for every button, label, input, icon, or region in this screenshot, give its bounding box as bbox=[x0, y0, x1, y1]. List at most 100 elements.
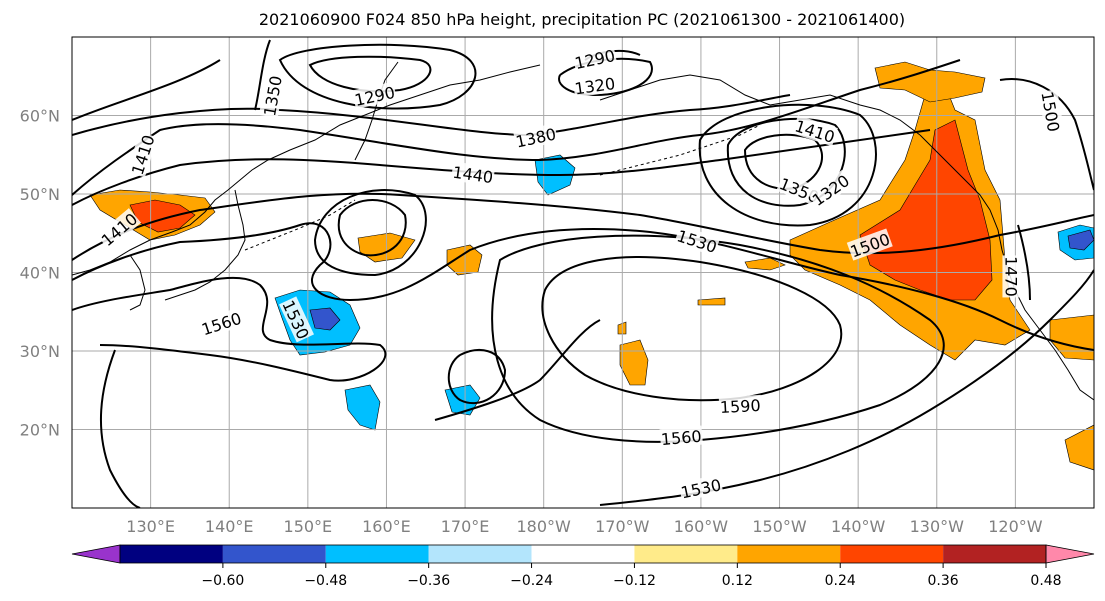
colorbar-frame bbox=[119, 544, 1047, 564]
contour-1350-west bbox=[254, 39, 271, 111]
contour-label: 1380 bbox=[513, 123, 559, 151]
x-tick-label: 150°W bbox=[752, 517, 807, 536]
contour-label: 1440 bbox=[450, 161, 496, 187]
map-frame bbox=[71, 36, 1095, 509]
colorbar-extend-low bbox=[71, 544, 121, 564]
colorbar-swatch bbox=[737, 545, 841, 563]
map-area: 1290135012901320138014401410141014101350… bbox=[72, 37, 1094, 508]
contour-1530 bbox=[72, 222, 1094, 351]
contour-low-okhotsk-outer bbox=[278, 43, 477, 110]
contour-label-text: 1290 bbox=[353, 83, 397, 110]
contour-label-bg bbox=[279, 296, 314, 343]
contour-label-bg bbox=[352, 81, 398, 110]
contour-1560-south bbox=[491, 234, 945, 443]
figure-title: 2021060900 F024 850 hPa height, precipit… bbox=[259, 10, 905, 29]
coastline-asia-mainland bbox=[72, 64, 541, 276]
y-tick-labels: 20°N 30°N 40°N 50°N 60°N bbox=[20, 107, 60, 440]
contour-label-bg bbox=[513, 123, 559, 151]
y-tick-label: 40°N bbox=[20, 264, 60, 283]
colorbar-tick-label: 0.48 bbox=[1030, 573, 1061, 589]
colorbar-tick-label: −0.48 bbox=[304, 573, 347, 589]
contour-label: 1350 bbox=[258, 73, 286, 119]
contour-label-bg bbox=[1038, 89, 1065, 134]
y-tick-label: 50°N bbox=[20, 185, 60, 204]
colorbar-swatch bbox=[943, 545, 1046, 563]
colorbar-swatch bbox=[428, 545, 532, 563]
contour-label-bg bbox=[846, 228, 893, 261]
contour-label-text: 1410 bbox=[792, 116, 837, 147]
contour-1470-cutoff bbox=[337, 199, 407, 257]
contour-label-text: 1560 bbox=[199, 309, 244, 340]
contour-label-text: 1530 bbox=[675, 226, 720, 257]
colorbar-tick-label: −0.24 bbox=[510, 573, 553, 589]
contour-label-bg bbox=[718, 394, 762, 417]
contour-label-text: 1290 bbox=[573, 46, 617, 73]
contour-label: 1290 bbox=[352, 81, 398, 110]
colorbar-tick-label: 0.24 bbox=[825, 573, 856, 589]
positive-area-subtropical-3 bbox=[697, 297, 726, 306]
contour-1500-north-america bbox=[999, 78, 1094, 191]
colorbar-tick-label: 0.36 bbox=[928, 573, 959, 589]
contour-low-okhotsk-inner bbox=[308, 55, 432, 93]
positive-area-hawaii-north bbox=[744, 257, 786, 271]
colorbar: −0.60 −0.48 −0.36 −0.24 −0.12 0.12 0.24 0.36 0.4… bbox=[71, 544, 1095, 589]
coastline-japan bbox=[164, 189, 246, 301]
contour-label-text: 1560 bbox=[660, 427, 702, 449]
negative-area-subtropical-west bbox=[344, 384, 381, 431]
x-tick-labels: 130°E 140°E 150°E 160°E 170°E 180°W 170°W 160°W… bbox=[126, 517, 1042, 536]
colorbar-tick-label: 0.12 bbox=[722, 573, 753, 589]
positive-area-south-east bbox=[1064, 424, 1094, 471]
coastline-korea bbox=[129, 254, 146, 311]
contour-label-bg bbox=[126, 131, 158, 178]
colorbar-swatch bbox=[325, 545, 429, 563]
x-tick-label: 180°W bbox=[517, 517, 572, 536]
x-tick-label: 140°W bbox=[831, 517, 886, 536]
x-tick-label: 170°E bbox=[441, 517, 490, 536]
y-tick-label: 60°N bbox=[20, 107, 60, 126]
y-tick-label: 20°N bbox=[20, 421, 60, 440]
contour-label: 1470 bbox=[1001, 255, 1022, 298]
contour-label-bg bbox=[807, 169, 854, 210]
contour-label: 1590 bbox=[718, 394, 762, 417]
x-tick-label: 170°W bbox=[595, 517, 650, 536]
x-tick-label: 120°W bbox=[988, 517, 1043, 536]
colorbar-tick-label: −0.12 bbox=[613, 573, 656, 589]
precipitation-shading bbox=[89, 61, 1094, 471]
x-tick-label: 130°W bbox=[910, 517, 965, 536]
y-tick-label: 30°N bbox=[20, 342, 60, 361]
contour-label: 1560 bbox=[659, 425, 703, 449]
contour-label-text: 1500 bbox=[1037, 90, 1063, 133]
contour-label-text: 1350 bbox=[260, 74, 286, 117]
contour-1500 bbox=[72, 192, 1094, 261]
contour-label-bg bbox=[96, 208, 142, 250]
contour-1410 bbox=[72, 59, 961, 196]
contour-label-bg bbox=[572, 72, 617, 98]
colorbar-tick-label: −0.60 bbox=[201, 573, 244, 589]
contour-label: 1560 bbox=[198, 307, 245, 340]
contour-1470-north-america bbox=[1017, 224, 1031, 301]
contour-1590 bbox=[541, 256, 843, 402]
contour-label-text: 1470 bbox=[1001, 256, 1020, 297]
contour-label-bg bbox=[674, 225, 721, 257]
x-tick-label: 130°E bbox=[126, 517, 175, 536]
x-tick-label: 150°E bbox=[284, 517, 333, 536]
contour-label: 1290 bbox=[572, 44, 618, 73]
contour-label-bg bbox=[198, 307, 245, 339]
contour-label-text: 1380 bbox=[514, 124, 558, 151]
colorbar-swatch bbox=[120, 545, 223, 563]
colorbar-extend-high bbox=[1045, 544, 1095, 564]
contour-label-text: 1410 bbox=[128, 133, 159, 178]
contour-1380 bbox=[72, 94, 791, 137]
strong-negative-west-coast bbox=[1067, 229, 1094, 251]
positive-area-gulf-alaska bbox=[874, 61, 986, 103]
contour-label-text: 1440 bbox=[451, 163, 494, 187]
strong-area-northeast-pacific bbox=[859, 119, 993, 301]
contour-label-bg bbox=[450, 161, 496, 187]
contour-low-gulf-middle bbox=[726, 117, 846, 207]
contour-label: 1500 bbox=[1037, 89, 1065, 134]
coastline-aleutians bbox=[599, 124, 761, 176]
coastline-alaska bbox=[599, 74, 921, 136]
contour-label-bg bbox=[258, 73, 285, 119]
colorbar-swatch bbox=[531, 545, 635, 563]
